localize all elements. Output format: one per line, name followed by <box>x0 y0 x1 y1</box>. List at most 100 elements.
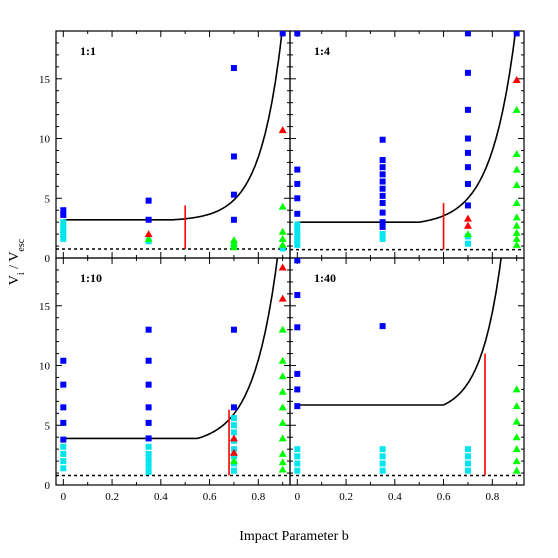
blue-square-point <box>513 31 520 37</box>
x-tick-label: 0 <box>61 491 67 503</box>
y-tick-label: 0 <box>45 253 51 265</box>
blue-square-point <box>294 31 301 37</box>
green-triangle-point <box>512 150 521 158</box>
y-axis-label-main: V <box>7 275 22 285</box>
cyan-square-point <box>279 245 286 252</box>
blue-square-point <box>145 357 152 364</box>
panel-1-40: 1:40 <box>289 257 525 486</box>
y-tick-labels: 0 5 10 15 0 5 10 15 <box>39 74 51 492</box>
cyan-square-point <box>60 219 67 226</box>
blue-square-point <box>379 164 386 171</box>
green-triangle-point <box>144 234 153 242</box>
green-triangle-point <box>278 465 287 473</box>
cyan-square-point <box>464 467 471 474</box>
cyan-square-point <box>379 231 386 238</box>
cyan-square-point <box>60 232 67 239</box>
blue-square-point <box>60 207 67 214</box>
blue-square-point <box>379 223 386 230</box>
green-triangle-point <box>512 234 521 242</box>
cyan-square-point <box>379 446 386 453</box>
green-triangle-point <box>229 239 238 247</box>
blue-square-point <box>145 381 152 388</box>
cyan-square-point <box>379 453 386 460</box>
boundary-curve <box>297 31 517 223</box>
x-tick-labels: 0 0.2 0.4 0.6 0.8 0 0.2 0.4 0.6 0.8 <box>61 491 500 503</box>
green-triangle-point <box>512 417 521 425</box>
cyan-square-point <box>464 240 471 247</box>
cyan-square-point <box>294 453 301 460</box>
cyan-square-point <box>464 453 471 460</box>
green-triangle-point <box>512 385 521 393</box>
blue-square-point <box>60 404 67 411</box>
blue-square-point <box>379 219 386 226</box>
y-axis-label-mid: / V <box>7 252 22 273</box>
blue-square-point <box>60 419 67 426</box>
blue-square-point <box>230 153 237 160</box>
cyan-square-point <box>230 453 237 460</box>
cyan-square-point <box>60 450 67 457</box>
blue-square-point <box>145 216 152 223</box>
blue-square-point <box>60 436 67 443</box>
panel-1-10: 1:10 <box>55 257 291 486</box>
plot-area <box>56 31 290 252</box>
red-triangle-point <box>463 221 472 229</box>
cyan-square-point <box>294 227 301 234</box>
blue-square-point <box>145 404 152 411</box>
boundary-curve <box>63 31 283 221</box>
x-tick-label: 0.4 <box>388 491 402 503</box>
blue-square-point <box>464 202 471 209</box>
red-triangle-point <box>144 230 153 238</box>
y-axis-label: Vi / Vesc <box>7 238 27 285</box>
blue-square-point <box>60 211 67 218</box>
cyan-square-point <box>294 241 301 248</box>
blue-square-point <box>379 323 386 330</box>
cyan-square-point <box>60 443 67 450</box>
panels-layer: 1:1 1:4 1:10 1:40 <box>55 30 525 486</box>
blue-square-point <box>294 195 301 202</box>
cyan-square-point <box>60 235 67 242</box>
blue-square-point <box>464 149 471 156</box>
green-triangle-point <box>229 457 238 465</box>
plot-area <box>56 258 290 477</box>
red-triangle-point <box>229 434 238 442</box>
blue-square-point <box>60 381 67 388</box>
green-triangle-point <box>278 356 287 364</box>
green-triangle-point <box>278 234 287 242</box>
blue-square-point <box>294 166 301 173</box>
blue-square-point <box>379 157 386 164</box>
cyan-square-point <box>379 460 386 467</box>
green-triangle-point <box>512 228 521 236</box>
y-tick-label: 5 <box>45 420 51 432</box>
x-tick-label: 0.8 <box>485 491 499 503</box>
blue-square-point <box>379 185 386 192</box>
blue-square-point <box>145 435 152 442</box>
blue-square-point <box>230 65 237 72</box>
cyan-square-point <box>294 467 301 474</box>
cyan-square-point <box>145 468 152 475</box>
blue-square-point <box>464 135 471 142</box>
cyan-square-point <box>464 446 471 453</box>
blue-square-point <box>294 386 301 393</box>
cyan-square-point <box>145 443 152 450</box>
x-tick-label: 0.8 <box>251 491 265 503</box>
red-triangle-point <box>512 75 521 83</box>
green-triangle-point <box>278 325 287 333</box>
green-triangle-point <box>229 236 238 244</box>
x-tick-label: 0.6 <box>437 491 451 503</box>
blue-square-point <box>294 403 301 410</box>
y-tick-label: 0 <box>45 480 51 492</box>
green-triangle-point <box>278 227 287 235</box>
green-triangle-point <box>512 105 521 113</box>
green-triangle-point <box>512 402 521 410</box>
blue-square-point <box>464 69 471 76</box>
blue-square-point <box>145 197 152 204</box>
x-axis-label: Impact Parameter b <box>239 529 349 544</box>
x-tick-label: 0 <box>295 491 301 503</box>
x-tick-label: 0.2 <box>339 491 353 503</box>
panel-label: 1:10 <box>80 271 102 285</box>
panel-frame <box>289 30 525 259</box>
blue-square-point <box>379 178 386 185</box>
x-tick-label: 0.6 <box>203 491 217 503</box>
panel-frame <box>289 257 525 486</box>
